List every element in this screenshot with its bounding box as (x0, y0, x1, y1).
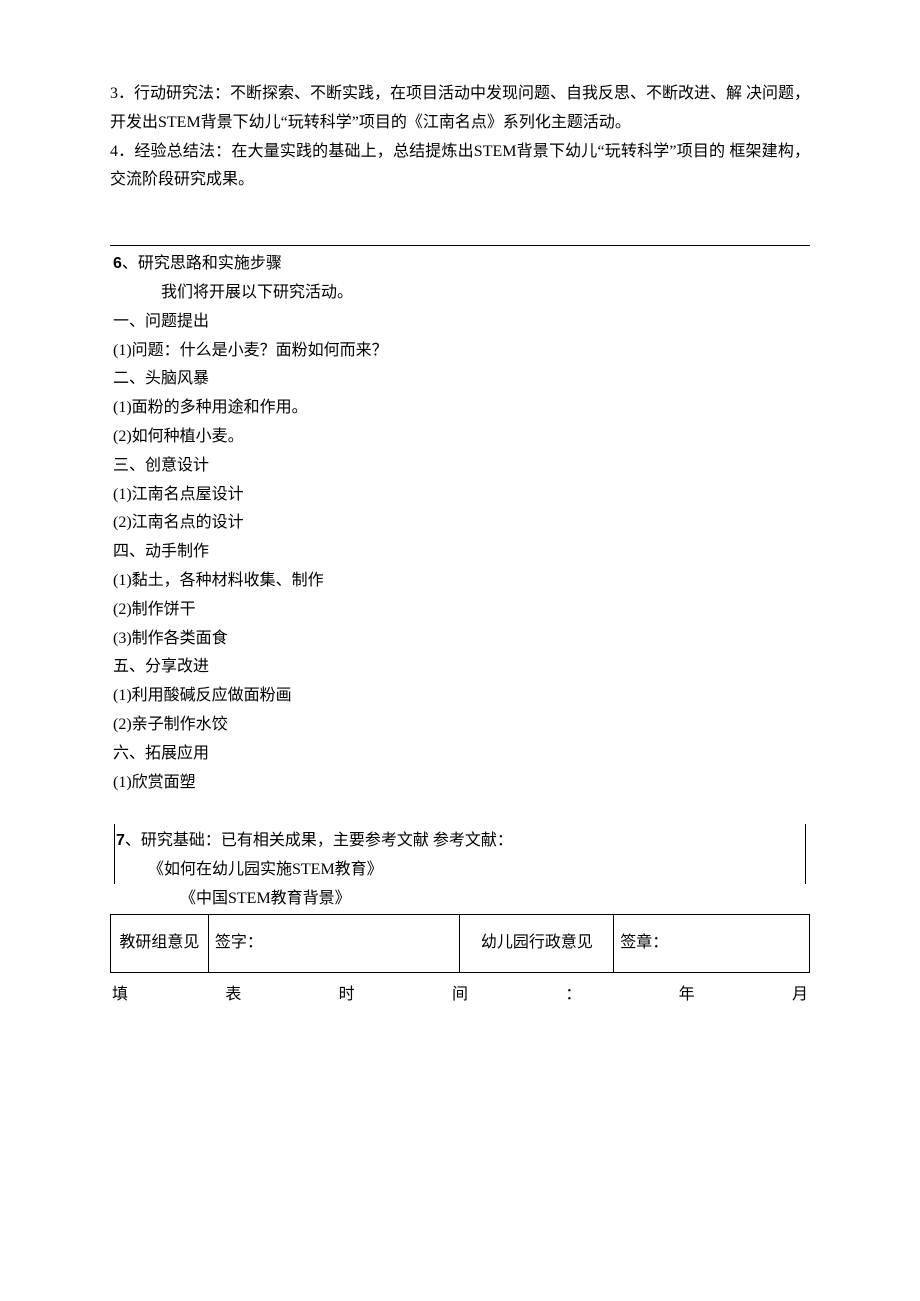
date-char: 表 (225, 981, 241, 1010)
top-methods-section: 3．行动研究法：不断探索、不断实践，在项目活动中发现问题、自我反思、不断改进、解… (110, 80, 810, 195)
section-7-text1: 、研究基础：已有相关成果，主要参考文献 参考文献： (125, 832, 513, 849)
section-7-line1: 7、研究基础：已有相关成果，主要参考文献 参考文献： (116, 827, 810, 856)
section-6-title: 、研究思路和实施步骤 (122, 255, 282, 272)
admin-opinion-label: 幼儿园行政意见 (460, 914, 614, 972)
section-6: 6、研究思路和实施步骤 我们将开展以下研究活动。 一、问题提出 (1)问题：什么… (110, 250, 810, 797)
section-6-line: (2)制作饼干 (113, 596, 807, 625)
table-row: 教研组意见 签字： 幼儿园行政意见 签章： (111, 914, 810, 972)
method-3-text: ．行动研究法：不断探索、不断实践，在项目活动中发现问题、自我反思、不断改进、解 … (110, 85, 810, 131)
section-7: 7、研究基础：已有相关成果，主要参考文献 参考文献： 《如何在幼儿园实施STEM… (110, 827, 810, 913)
method-3-num: 3 (110, 85, 118, 102)
section-6-line: 六、拓展应用 (113, 740, 807, 769)
date-char: 年 (679, 981, 695, 1010)
section-6-line: (1)面粉的多种用途和作用。 (113, 394, 807, 423)
section-6-num: 6 (113, 255, 122, 272)
vertical-line-left (114, 824, 115, 884)
method-3: 3．行动研究法：不断探索、不断实践，在项目活动中发现问题、自我反思、不断改进、解… (110, 80, 810, 138)
section-7-wrapper: 7、研究基础：已有相关成果，主要参考文献 参考文献： 《如何在幼儿园实施STEM… (110, 827, 810, 972)
date-char: 填 (112, 981, 128, 1010)
section-6-line: (3)制作各类面食 (113, 625, 807, 654)
date-char: 时 (339, 981, 355, 1010)
section-6-line: 一、问题提出 (113, 308, 807, 337)
date-char: 月 (792, 981, 808, 1010)
date-char: ： (565, 981, 581, 1010)
section-6-line: (1)黏土，各种材料收集、制作 (113, 567, 807, 596)
seal-cell: 签章： (614, 914, 810, 972)
section-7-line3: 《中国STEM教育背景》 (116, 885, 810, 914)
section-6-intro: 我们将开展以下研究活动。 (113, 279, 807, 308)
method-4: 4．经验总结法：在大量实践的基础上，总结提炼出STEM背景下幼儿“玩转科学”项目… (110, 138, 810, 196)
signature-table: 教研组意见 签字： 幼儿园行政意见 签章： (110, 914, 810, 973)
section-6-line: 二、头脑风暴 (113, 365, 807, 394)
method-4-num: 4 (110, 143, 118, 160)
section-6-line: (1)问题：什么是小麦？面粉如何而来？ (113, 337, 807, 366)
vertical-line-right (805, 824, 806, 884)
section-6-heading: 6、研究思路和实施步骤 (113, 250, 807, 279)
date-line: 填 表 时 间 ： 年 月 (110, 981, 810, 1010)
section-7-num: 7 (116, 832, 125, 849)
sign-cell: 签字： (208, 914, 460, 972)
section-6-line: 三、创意设计 (113, 452, 807, 481)
section-6-line: (1)江南名点屋设计 (113, 481, 807, 510)
section-6-line: 四、动手制作 (113, 538, 807, 567)
section-7-line2: 《如何在幼儿园实施STEM教育》 (116, 856, 810, 885)
section-6-line: (2)如何种植小麦。 (113, 423, 807, 452)
group-opinion-label: 教研组意见 (111, 914, 209, 972)
date-char: 间 (452, 981, 468, 1010)
section-6-line: (1)欣赏面塑 (113, 769, 807, 798)
section-6-line: (2)江南名点的设计 (113, 509, 807, 538)
section-divider (110, 245, 810, 246)
section-6-line: (2)亲子制作水饺 (113, 711, 807, 740)
method-4-text: ．经验总结法：在大量实践的基础上，总结提炼出STEM背景下幼儿“玩转科学”项目的… (110, 143, 810, 189)
section-6-line: 五、分享改进 (113, 653, 807, 682)
section-6-line: (1)利用酸碱反应做面粉画 (113, 682, 807, 711)
